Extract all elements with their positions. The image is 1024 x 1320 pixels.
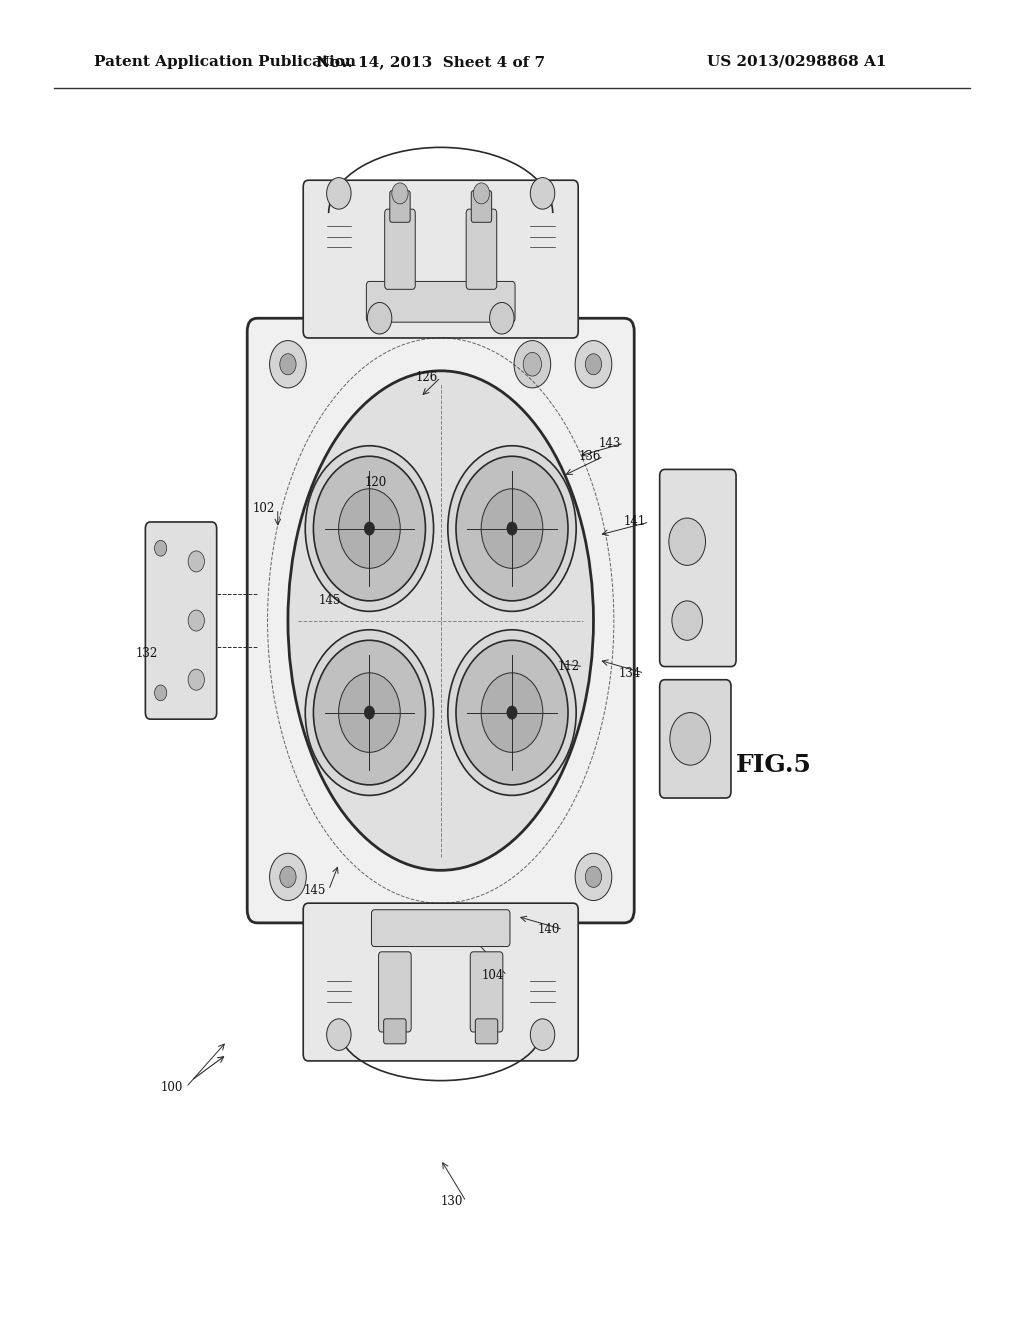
Circle shape [339, 488, 400, 569]
Text: 112: 112 [558, 660, 580, 673]
Circle shape [575, 341, 611, 388]
Circle shape [523, 352, 542, 376]
FancyBboxPatch shape [659, 470, 736, 667]
Text: 136: 136 [579, 450, 600, 463]
Circle shape [514, 341, 551, 388]
Circle shape [586, 354, 602, 375]
Text: 104: 104 [481, 969, 504, 982]
FancyBboxPatch shape [659, 680, 731, 799]
FancyBboxPatch shape [466, 209, 497, 289]
Circle shape [575, 853, 611, 900]
Text: 100: 100 [161, 1081, 183, 1094]
Circle shape [269, 341, 306, 388]
Text: US 2013/0298868 A1: US 2013/0298868 A1 [708, 55, 887, 69]
Text: 132: 132 [135, 647, 158, 660]
Text: 145: 145 [318, 594, 341, 607]
Circle shape [586, 866, 602, 887]
Circle shape [155, 540, 167, 556]
Circle shape [456, 457, 568, 601]
FancyBboxPatch shape [367, 281, 515, 322]
Text: Patent Application Publication: Patent Application Publication [94, 55, 356, 69]
Circle shape [280, 354, 296, 375]
Circle shape [530, 178, 555, 209]
Circle shape [456, 640, 568, 785]
Text: 120: 120 [365, 477, 387, 488]
Circle shape [155, 685, 167, 701]
Circle shape [507, 521, 517, 535]
Circle shape [339, 673, 400, 752]
Text: 140: 140 [538, 923, 560, 936]
FancyBboxPatch shape [247, 318, 634, 923]
Text: 126: 126 [416, 371, 437, 384]
Text: Nov. 14, 2013  Sheet 4 of 7: Nov. 14, 2013 Sheet 4 of 7 [316, 55, 545, 69]
Ellipse shape [288, 371, 594, 870]
FancyBboxPatch shape [475, 1019, 498, 1044]
Circle shape [269, 853, 306, 900]
FancyBboxPatch shape [372, 909, 510, 946]
Circle shape [305, 446, 433, 611]
Text: FIG.5: FIG.5 [736, 754, 812, 777]
FancyBboxPatch shape [384, 1019, 407, 1044]
Circle shape [327, 1019, 351, 1051]
Circle shape [368, 302, 392, 334]
Circle shape [365, 706, 375, 719]
FancyBboxPatch shape [385, 209, 416, 289]
Text: 145: 145 [303, 883, 326, 896]
Text: 102: 102 [252, 503, 274, 515]
Circle shape [481, 488, 543, 569]
FancyBboxPatch shape [303, 903, 579, 1061]
Text: 141: 141 [624, 516, 646, 528]
Circle shape [672, 601, 702, 640]
Circle shape [447, 446, 577, 611]
Circle shape [305, 630, 433, 796]
Circle shape [313, 640, 425, 785]
Text: 130: 130 [440, 1195, 463, 1208]
FancyBboxPatch shape [303, 181, 579, 338]
Circle shape [489, 302, 514, 334]
FancyBboxPatch shape [145, 521, 217, 719]
Circle shape [392, 183, 409, 203]
Circle shape [507, 706, 517, 719]
Circle shape [188, 610, 205, 631]
Text: 143: 143 [599, 437, 621, 450]
Text: 134: 134 [618, 667, 641, 680]
FancyBboxPatch shape [471, 191, 492, 222]
Circle shape [280, 866, 296, 887]
Circle shape [670, 713, 711, 766]
FancyBboxPatch shape [390, 191, 411, 222]
Circle shape [365, 521, 375, 535]
FancyBboxPatch shape [470, 952, 503, 1032]
Circle shape [530, 1019, 555, 1051]
Circle shape [188, 550, 205, 572]
Circle shape [188, 669, 205, 690]
Circle shape [473, 183, 489, 203]
Circle shape [313, 457, 425, 601]
Circle shape [447, 630, 577, 796]
Circle shape [327, 178, 351, 209]
Circle shape [481, 673, 543, 752]
FancyBboxPatch shape [379, 952, 412, 1032]
Circle shape [669, 517, 706, 565]
